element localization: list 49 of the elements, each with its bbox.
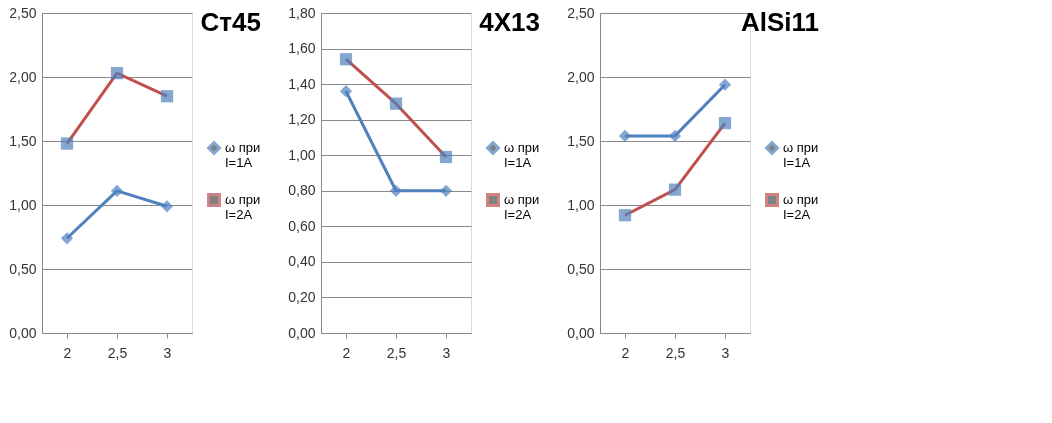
chart-title: Ст45 bbox=[200, 7, 261, 37]
y-tick-label: 2,00 bbox=[9, 68, 37, 85]
legend-label: ω при I=2A bbox=[225, 192, 261, 222]
point bbox=[718, 78, 732, 91]
x-tick-label: 3 bbox=[721, 344, 730, 361]
legend-label: ω при I=1A bbox=[783, 140, 819, 170]
point bbox=[110, 184, 124, 198]
legend-label: ω при I=2A bbox=[504, 192, 540, 222]
y-tick-label: 0,50 bbox=[9, 260, 37, 277]
point bbox=[60, 232, 74, 245]
x-tick-label: 2 bbox=[621, 344, 630, 361]
y-tick-label: 0,60 bbox=[288, 217, 316, 234]
x-tick-label: 2,5 bbox=[386, 344, 407, 361]
y-tick-label: 0,00 bbox=[567, 324, 595, 341]
x-tick-label: 2,5 bbox=[665, 344, 686, 361]
point bbox=[389, 184, 403, 197]
y-tick-label: 2,00 bbox=[567, 68, 595, 85]
y-tick-label: 1,60 bbox=[288, 40, 316, 57]
y-tick-label: 1,20 bbox=[288, 111, 316, 128]
x-tick-label: 3 bbox=[442, 344, 451, 361]
point bbox=[160, 200, 174, 213]
y-tick-label: 1,00 bbox=[9, 196, 37, 213]
x-tick-label: 2,5 bbox=[107, 344, 128, 361]
y-tick-label: 1,40 bbox=[288, 75, 316, 92]
legend-label: ω при I=2A bbox=[783, 192, 819, 222]
y-tick-label: 0,80 bbox=[288, 182, 316, 199]
x-tick-label: 2 bbox=[63, 344, 72, 361]
y-tick-label: 1,00 bbox=[567, 196, 595, 213]
y-tick-label: 0,20 bbox=[288, 288, 316, 305]
y-tick-label: 2,50 bbox=[9, 4, 37, 21]
y-tick-label: 2,50 bbox=[567, 4, 595, 21]
point bbox=[339, 85, 353, 98]
y-tick-label: 0,00 bbox=[288, 324, 316, 341]
y-tick-label: 0,40 bbox=[288, 253, 316, 270]
y-tick-label: 0,00 bbox=[9, 324, 37, 341]
chart-title: 4X13 bbox=[479, 7, 540, 37]
y-tick-label: 1,50 bbox=[9, 132, 37, 149]
point bbox=[618, 129, 632, 142]
y-tick-label: 1,00 bbox=[288, 146, 316, 163]
legend-label: ω при I=1A bbox=[504, 140, 540, 170]
x-tick-label: 3 bbox=[163, 344, 172, 361]
x-tick-label: 2 bbox=[342, 344, 351, 361]
chart-title: AlSi11 bbox=[740, 7, 819, 37]
legend-label: ω при I=1A bbox=[225, 140, 261, 170]
y-tick-label: 1,50 bbox=[567, 132, 595, 149]
point bbox=[668, 129, 682, 142]
point bbox=[439, 184, 453, 197]
y-tick-label: 0,50 bbox=[567, 260, 595, 277]
y-tick-label: 1,80 bbox=[288, 4, 316, 21]
